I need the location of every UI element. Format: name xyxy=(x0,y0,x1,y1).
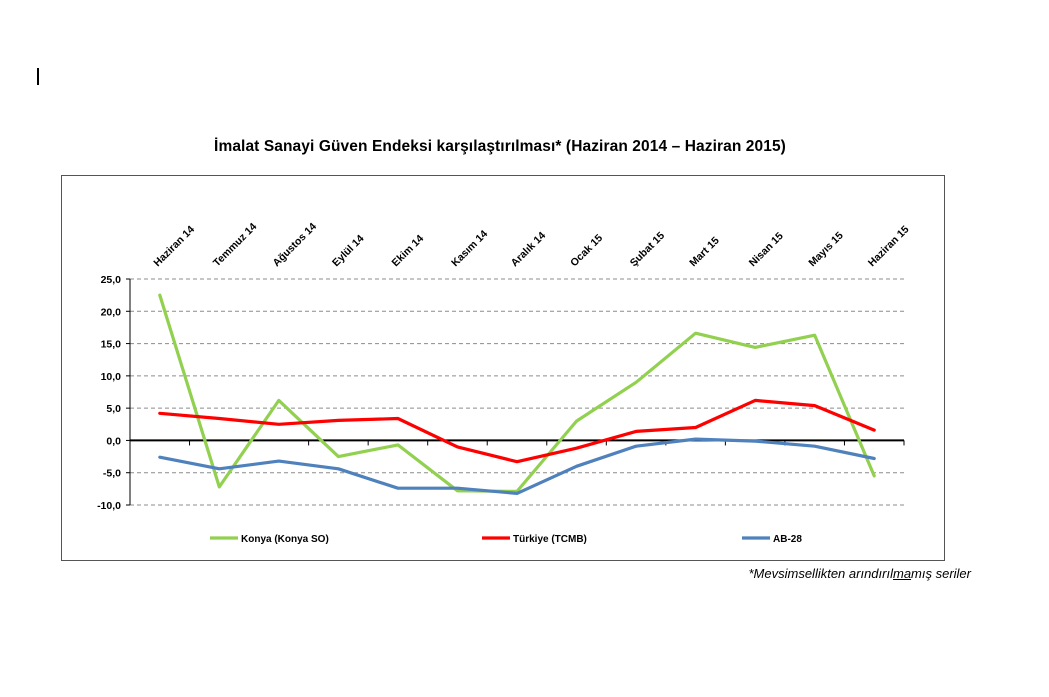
x-tick-label: Aralık 14 xyxy=(509,230,549,270)
y-tick-label: 25,0 xyxy=(101,274,122,286)
x-tick-label: Haziran 15 xyxy=(866,223,912,269)
x-tick-label: Ağustos 14 xyxy=(270,221,319,270)
x-tick-label: Kasım 14 xyxy=(449,228,490,269)
chart-title: İmalat Sanayi Güven Endeksi karşılaştırı… xyxy=(214,138,786,155)
x-tick-label: Haziran 14 xyxy=(151,223,197,269)
y-tick-label: 0,0 xyxy=(106,435,121,447)
x-tick-label: Mayıs 15 xyxy=(806,230,846,270)
y-tick-label: -10,0 xyxy=(97,500,121,512)
series-line-1 xyxy=(158,293,876,493)
x-tick-label: Ocak 15 xyxy=(568,232,605,269)
x-tick-label: Mart 15 xyxy=(687,235,722,270)
legend-label-1: Konya (Konya SO) xyxy=(241,534,329,545)
x-tick-label: Temmuz 14 xyxy=(211,221,259,269)
x-tick-label: Nisan 15 xyxy=(747,230,786,269)
footnote-suffix: mış seriler xyxy=(911,566,971,581)
y-tick-label: -5,0 xyxy=(103,468,121,480)
line-chart: 25,0 20,0 15,0 10,0 5,0 0,0 -5,0 -10,0 Haziran 1… xyxy=(97,221,912,545)
x-tick-label: Şubat 15 xyxy=(628,230,668,270)
y-tick-label: 10,0 xyxy=(101,371,122,383)
y-tick-label: 20,0 xyxy=(101,306,122,318)
chart-frame: 25,0 20,0 15,0 10,0 5,0 0,0 -5,0 -10,0 Haziran 1… xyxy=(61,175,945,561)
footnote-prefix: *Mevsimsellikten arındırıl xyxy=(748,566,893,581)
series-line-2 xyxy=(158,398,876,464)
x-tick-label: Ekim 14 xyxy=(390,232,427,269)
y-tick-label: 5,0 xyxy=(106,403,121,415)
y-tick-label: 15,0 xyxy=(101,339,122,351)
x-tick-label: Eylül 14 xyxy=(330,232,367,269)
footnote: *Mevsimsellikten arındırılmamış seriler xyxy=(748,566,971,581)
legend-label-3: AB-28 xyxy=(773,534,802,545)
footnote-underlined: ma xyxy=(892,566,912,581)
legend-label-2: Türkiye (TCMB) xyxy=(513,534,587,545)
text-cursor xyxy=(37,68,39,85)
series-line-3 xyxy=(158,437,876,495)
